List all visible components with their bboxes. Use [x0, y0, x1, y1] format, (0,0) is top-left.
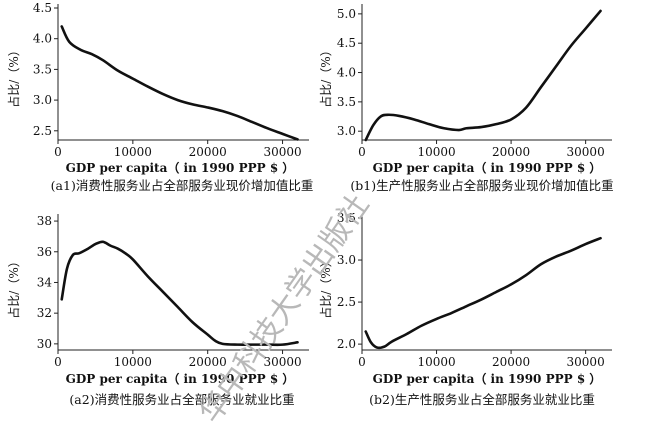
x-tick-label: 0 [54, 355, 62, 369]
chart-panel-b2: 2.0 2.5 3.0 3.5 0 10000 20000 30000 占比/（%） GDP pe… [318, 211, 612, 407]
y-tick-label: 4.0 [33, 32, 52, 46]
y-tick-label: 3.0 [337, 253, 356, 267]
chart-panel-b1: 3.0 3.5 4.0 4.5 5.0 0 10000 20000 30000 占比/（%） GDP… [318, 4, 614, 193]
y-tick-label: 2.0 [337, 337, 356, 351]
x-tick-label: 10000 [114, 145, 152, 159]
y-axis-label: 占比/（%） [318, 44, 333, 107]
x-tick-label: 30000 [567, 355, 605, 369]
y-tick-label: 2.5 [337, 295, 356, 309]
x-axis-label: GDP per capita（ in 1990 PPP $ ） [373, 371, 602, 386]
x-tick-label: 30000 [263, 355, 301, 369]
y-tick-label: 30 [37, 337, 52, 351]
y-tick-label: 3.0 [33, 93, 52, 107]
x-tick-label: 30000 [263, 145, 301, 159]
x-tick-label: 30000 [567, 145, 605, 159]
panel-caption: (b2)生产性服务业占全部服务业就业比重 [369, 392, 595, 407]
panel-caption: (b1)生产性服务业占全部服务业现价增加值比重 [350, 178, 613, 193]
x-tick-label: 20000 [189, 355, 227, 369]
y-tick-label: 4.5 [337, 36, 356, 50]
y-tick-label: 4.5 [33, 1, 52, 15]
y-tick-label: 2.5 [33, 124, 52, 138]
x-axis-label: GDP per capita（ in 1990 PPP $ ） [66, 371, 295, 386]
x-tick-label: 0 [358, 355, 366, 369]
y-tick-label: 3.5 [337, 211, 356, 225]
y-axis-label: 占比/（%） [6, 44, 21, 107]
y-tick-label: 34 [37, 275, 53, 289]
x-tick-label: 20000 [189, 145, 227, 159]
x-tick-label: 20000 [492, 355, 530, 369]
chart-panel-a2: 30 32 34 36 38 0 10000 20000 30000 占比/（%） GDP per … [6, 214, 309, 407]
y-tick-label: 3.5 [33, 62, 52, 76]
x-tick-label: 20000 [492, 145, 530, 159]
series-line [364, 236, 602, 350]
chart-panel-a1: 2.5 3.0 3.5 4.0 4.5 0 10000 20000 30000 占比/（%） GDP… [6, 1, 313, 193]
series-line [60, 240, 299, 347]
x-tick-label: 0 [358, 145, 366, 159]
series-line [364, 9, 602, 142]
y-tick-label: 32 [37, 306, 52, 320]
y-tick-label: 3.0 [337, 124, 356, 138]
x-tick-label: 10000 [114, 355, 152, 369]
y-axis-label: 占比/（%） [6, 255, 21, 318]
panel-caption: (a1)消费性服务业占全部服务业现价增加值比重 [51, 178, 314, 193]
y-tick-label: 38 [37, 214, 52, 228]
x-axis-label: GDP per capita（ in 1990 PPP $ ） [66, 160, 295, 175]
panel-caption: (a2)消费性服务业占全部服务业就业比重 [69, 392, 294, 407]
y-tick-label: 5.0 [337, 7, 356, 21]
x-tick-label: 0 [54, 145, 62, 159]
y-tick-label: 3.5 [337, 95, 356, 109]
y-tick-label: 4.0 [337, 66, 356, 80]
y-axis-label: 占比/（%） [318, 255, 333, 318]
series-line [60, 25, 299, 141]
x-tick-label: 10000 [417, 355, 455, 369]
x-axis-label: GDP per capita（ in 1990 PPP $ ） [373, 160, 602, 175]
x-tick-label: 10000 [417, 145, 455, 159]
y-tick-label: 36 [37, 245, 52, 259]
